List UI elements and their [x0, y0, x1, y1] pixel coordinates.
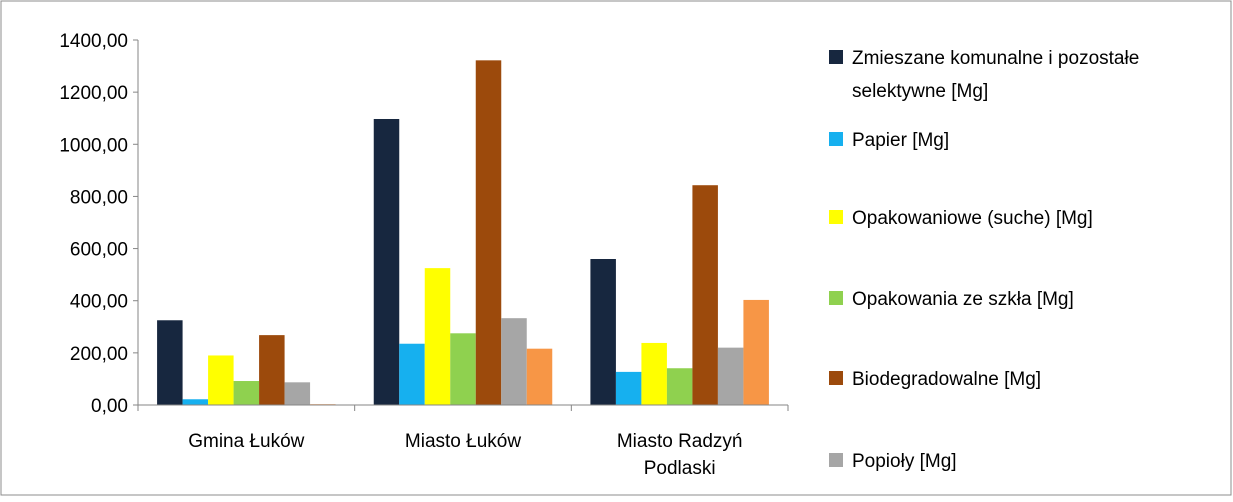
- bar: [641, 342, 667, 405]
- legend-swatch: [829, 371, 843, 385]
- bar: [373, 118, 400, 405]
- legend-swatch: [829, 291, 843, 305]
- y-tick-label: 1400,00: [59, 31, 128, 52]
- bar: [743, 299, 769, 405]
- bar: [590, 259, 616, 405]
- legend-label: Opakowaniowe (suche) [Mg]: [852, 208, 1093, 229]
- y-tick-label: 1000,00: [59, 135, 128, 156]
- legend-label: selektywne [Mg]: [852, 81, 988, 102]
- bar: [424, 268, 451, 405]
- bar: [526, 348, 553, 405]
- legend: Zmieszane komunalne i pozostałe selektywn…: [829, 48, 1139, 472]
- bar: [233, 381, 260, 405]
- bar: [284, 382, 311, 405]
- category-label: Podlaski: [644, 458, 716, 479]
- legend-label: Opakowania ze szkła [Mg]: [852, 289, 1074, 310]
- y-tick-label: 0,00: [91, 396, 128, 417]
- bar: [666, 368, 693, 405]
- bar: [475, 60, 502, 405]
- bar: [208, 355, 234, 405]
- category-label: Miasto Łuków: [405, 431, 521, 452]
- bar: [157, 320, 183, 405]
- bar: [182, 399, 209, 405]
- category-label: Gmina Łuków: [188, 431, 304, 452]
- bar: [399, 343, 425, 405]
- y-tick-label: 400,00: [70, 292, 128, 313]
- y-tick-label: 800,00: [70, 187, 128, 208]
- legend-swatch: [829, 50, 843, 64]
- bar: [450, 333, 476, 405]
- legend-label: Biodegradowalne [Mg]: [852, 369, 1041, 390]
- bar: [615, 371, 642, 405]
- bar: [501, 318, 527, 405]
- y-tick-label: 200,00: [70, 344, 128, 365]
- legend-label: Popioły [Mg]: [852, 451, 957, 472]
- legend-label: Zmieszane komunalne i pozostałe: [852, 48, 1139, 69]
- legend-swatch: [829, 210, 843, 224]
- bar: [692, 185, 718, 405]
- bar: [259, 335, 285, 405]
- bar: [717, 347, 744, 405]
- legend-label: Papier [Mg]: [852, 130, 949, 151]
- y-tick-label: 600,00: [70, 240, 128, 261]
- category-label: Miasto Radzyń: [617, 431, 743, 452]
- y-tick-label: 1200,00: [59, 83, 128, 104]
- bars: [157, 60, 769, 405]
- legend-swatch: [829, 453, 843, 467]
- y-axis: 0,00 200,00 400,00 600,00 800,00 1000,00 1200,…: [59, 31, 139, 417]
- x-axis: Gmina Łuków Miasto Łuków Miasto Radzyń Podl…: [137, 404, 789, 479]
- legend-swatch: [829, 132, 843, 146]
